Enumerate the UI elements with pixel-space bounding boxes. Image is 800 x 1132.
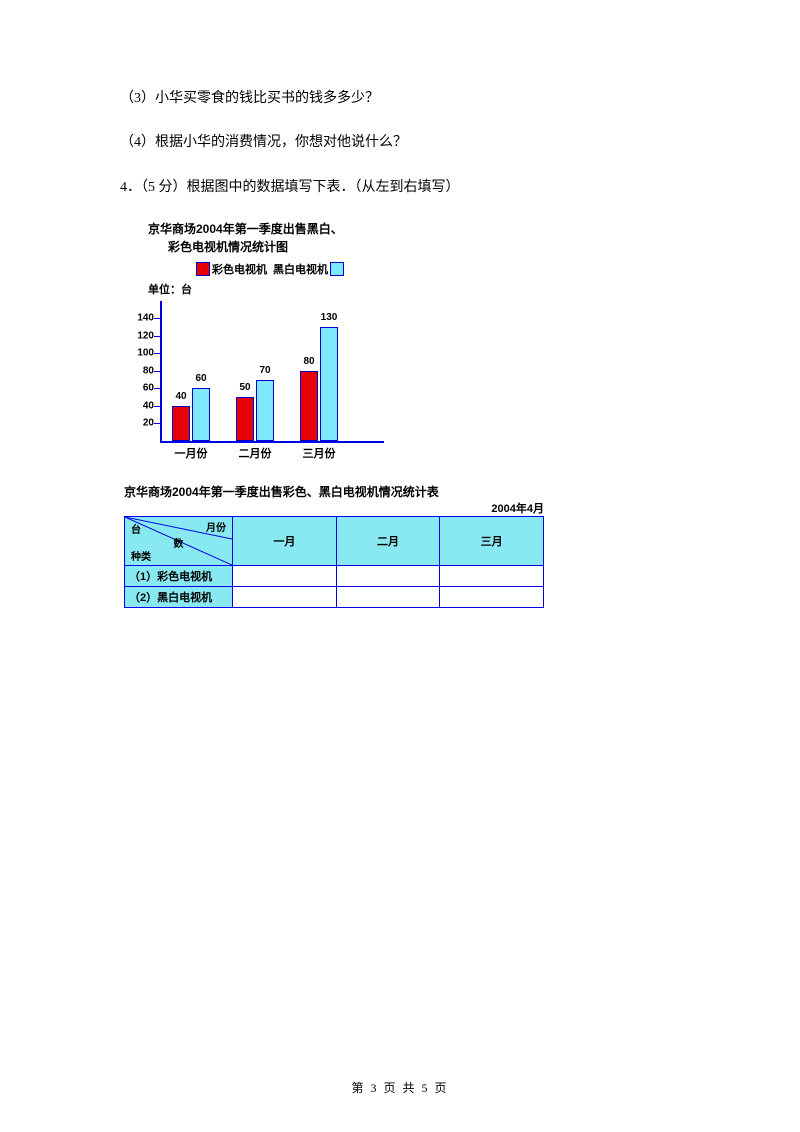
diag-top: 月份: [206, 519, 226, 534]
bar-chart: 京华商场2004年第一季度出售黑白、 彩色电视机情况统计图 彩色电视机 黑白电视…: [120, 221, 680, 461]
chart-title-line2: 彩色电视机情况统计图: [168, 238, 680, 255]
bar-bw-tv: 70: [256, 380, 274, 441]
chart-title-line1: 京华商场2004年第一季度出售黑白、: [148, 221, 680, 238]
cell[interactable]: [336, 565, 440, 586]
x-category-label: 一月份: [175, 445, 208, 461]
y-tick-label: 20: [130, 418, 154, 429]
bar-bw-tv: 130: [320, 327, 338, 441]
bar-value-label: 80: [303, 356, 314, 367]
diag-bottom: 种类: [131, 548, 151, 563]
legend-label-color-tv: 彩色电视机: [212, 261, 267, 277]
bar-color-tv: 40: [172, 406, 190, 441]
table-row: （1）彩色电视机: [125, 565, 544, 586]
bar-color-tv: 80: [300, 371, 318, 441]
bar-value-label: 70: [259, 365, 270, 376]
data-table: 台 月份 数 种类 一月 二月 三月 （1）彩色电视机 （2）黑白电视机: [124, 516, 544, 608]
cell[interactable]: [233, 586, 337, 607]
cell[interactable]: [440, 565, 544, 586]
diag-mid: 数: [174, 535, 184, 550]
bar-value-label: 50: [239, 382, 250, 393]
page: （3）小华买零食的钱比买书的钱多多少？ （4）根据小华的消费情况，你想对他说什么…: [0, 0, 800, 1132]
question-3: （3）小华买零食的钱比买书的钱多多少？: [120, 88, 680, 110]
bar-bw-tv: 60: [192, 388, 210, 441]
chart-legend: 彩色电视机 黑白电视机: [196, 261, 680, 277]
row-label-color-tv: （1）彩色电视机: [125, 565, 233, 586]
table-date: 2004年4月: [124, 500, 544, 516]
cell[interactable]: [233, 565, 337, 586]
col-feb: 二月: [336, 516, 440, 565]
y-tick-label: 60: [130, 383, 154, 394]
bar-color-tv: 50: [236, 397, 254, 441]
table-row: （2）黑白电视机: [125, 586, 544, 607]
cell[interactable]: [336, 586, 440, 607]
col-jan: 一月: [233, 516, 337, 565]
bar-value-label: 130: [321, 312, 338, 323]
y-tick-label: 100: [130, 348, 154, 359]
legend-swatch-bw-tv: [330, 262, 344, 276]
bar-value-label: 40: [175, 391, 186, 402]
y-tick-label: 40: [130, 400, 154, 411]
chart-unit: 单位：台: [148, 281, 680, 297]
question-4: （4）根据小华的消费情况，你想对他说什么？: [120, 132, 680, 154]
col-mar: 三月: [440, 516, 544, 565]
legend-label-bw-tv: 黑白电视机: [273, 261, 328, 277]
x-category-label: 二月份: [239, 445, 272, 461]
chart-plot-area: 204060801001201404060一月份5070二月份80130三月份: [124, 301, 384, 461]
bar-value-label: 60: [195, 373, 206, 384]
y-tick-label: 120: [130, 330, 154, 341]
row-label-bw-tv: （2）黑白电视机: [125, 586, 233, 607]
page-footer: 第 3 页 共 5 页: [0, 1079, 800, 1096]
table-title: 京华商场2004年第一季度出售彩色、黑白电视机情况统计表: [124, 483, 680, 500]
diag-topleft: 台: [131, 521, 141, 536]
x-category-label: 三月份: [303, 445, 336, 461]
legend-swatch-color-tv: [196, 262, 210, 276]
question-5: 4．（5 分）根据图中的数据填写下表．（从左到右填写）: [120, 177, 680, 199]
table-corner-cell: 台 月份 数 种类: [125, 516, 233, 565]
y-tick-label: 140: [130, 313, 154, 324]
y-tick-label: 80: [130, 365, 154, 376]
cell[interactable]: [440, 586, 544, 607]
